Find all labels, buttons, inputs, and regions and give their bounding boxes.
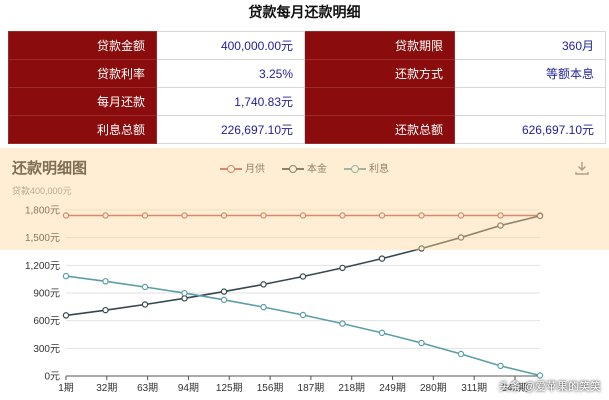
legend-swatch: [282, 164, 304, 174]
legend-swatch: [344, 164, 366, 174]
y-tick-label: 1,500元: [25, 233, 60, 244]
x-tick-label: 311期: [461, 382, 487, 394]
series-point: [299, 311, 307, 319]
y-tick-label: 1,800元: [25, 206, 60, 217]
series-point: [378, 329, 386, 337]
y-tick-label: 300元: [33, 344, 60, 355]
series-point: [339, 264, 346, 272]
summary-row: 贷款利率 3.25% 还款方式 等额本息: [8, 59, 606, 88]
series-point: [418, 245, 425, 252]
summary-label: 贷款利率: [8, 59, 157, 88]
legend-swatch: [220, 164, 242, 174]
chart-title: 还款明细图: [12, 160, 88, 177]
series-point: [141, 283, 149, 291]
download-icon-graphic: [575, 162, 589, 175]
series-point: [102, 212, 109, 219]
series-point: [220, 212, 228, 219]
x-tick-label: 32期: [96, 382, 117, 394]
summary-value: 等额本息: [454, 59, 606, 88]
y-tick-label: 1,200元: [25, 261, 60, 272]
series-point: [378, 255, 386, 262]
y-tick-label: 900元: [33, 289, 60, 300]
x-tick-label: 1期: [58, 382, 74, 394]
summary-label: 贷款期限: [304, 31, 455, 60]
series-point: [62, 312, 70, 319]
series-point: [299, 273, 307, 280]
summary-row: 每月还款 1,740.83元: [8, 87, 606, 116]
x-tick-label: 249期: [379, 382, 406, 394]
legend-label: 本金: [307, 164, 327, 175]
summary-value: 626,697.10元: [454, 115, 606, 144]
summary-value: [454, 87, 606, 116]
x-tick-label: 156期: [257, 382, 284, 394]
series-point: [181, 289, 188, 297]
x-tick-label: 280期: [420, 382, 447, 394]
series-point: [260, 303, 267, 311]
legend-item-monthly[interactable]: 月供: [220, 160, 265, 175]
loan-summary-table: 贷款金额 400,000.00元 贷款期限 360月 贷款利率 3.25% 还款…: [8, 31, 606, 144]
legend-item-principal[interactable]: 本金: [282, 160, 327, 175]
series-point: [536, 372, 544, 379]
series-point: [536, 212, 544, 220]
series-point: [378, 212, 386, 219]
chart-subtitle: 贷款400,000元: [12, 186, 72, 196]
series-point: [181, 212, 188, 219]
series-point: [220, 296, 228, 304]
series-line-利息: [65, 275, 541, 377]
series-point: [299, 212, 307, 219]
series-point: [102, 306, 109, 314]
legend-label: 利息: [369, 164, 389, 175]
series-point: [220, 288, 228, 295]
series-point: [62, 272, 70, 280]
series-point: [457, 212, 465, 219]
summary-label: 还款总额: [304, 115, 455, 144]
series-point: [181, 295, 188, 302]
x-tick-label: 63期: [137, 382, 158, 394]
legend-label: 月供: [245, 164, 265, 175]
series-point: [141, 301, 149, 308]
series-point: [339, 320, 346, 327]
summary-value: 400,000.00元: [156, 31, 305, 60]
series-point: [339, 212, 346, 219]
series-point: [418, 339, 425, 347]
series-point: [260, 281, 267, 288]
series-point: [457, 234, 465, 241]
series-point: [102, 278, 109, 285]
summary-label: 贷款金额: [8, 31, 157, 60]
watermark: 头条 @爱苹果的笑笑: [498, 381, 601, 393]
series-point: [497, 362, 504, 370]
download-icon[interactable]: [574, 160, 590, 176]
series-point: [62, 212, 70, 219]
y-tick-label: 600元: [33, 316, 60, 327]
summary-row: 利息总额 226,697.10元 还款总额 626,697.10元: [8, 115, 606, 144]
summary-value: 360月: [454, 31, 606, 60]
legend-item-interest[interactable]: 利息: [344, 160, 389, 175]
series-point: [497, 222, 504, 229]
repayment-line-chart: 0元 300元 600元 900元 1,200元 1,500元 1,800元 1期 32期 63期…: [25, 206, 544, 394]
summary-value: 1,740.83元: [156, 87, 305, 116]
x-tick-label: 342期: [502, 382, 529, 394]
series-point: [260, 212, 267, 219]
series-point: [497, 212, 504, 219]
series-point: [457, 350, 465, 358]
summary-value: 3.25%: [156, 59, 305, 88]
x-tick-label: 187期: [298, 382, 325, 394]
summary-label: [304, 87, 455, 116]
summary-row: 贷款金额 400,000.00元 贷款期限 360月: [8, 31, 606, 60]
summary-value: 226,697.10元: [156, 115, 305, 144]
x-tick-label: 125期: [216, 382, 243, 394]
y-tick-label: 0元: [44, 372, 60, 383]
x-tick-label: 218期: [338, 382, 365, 394]
summary-label: 每月还款: [8, 87, 157, 116]
summary-label: 还款方式: [304, 59, 455, 88]
series-point: [418, 212, 425, 219]
x-tick-label: 94期: [178, 382, 199, 394]
summary-label: 利息总额: [8, 115, 157, 144]
page-title: 贷款每月还款明细: [248, 4, 361, 20]
series-point: [141, 212, 149, 219]
